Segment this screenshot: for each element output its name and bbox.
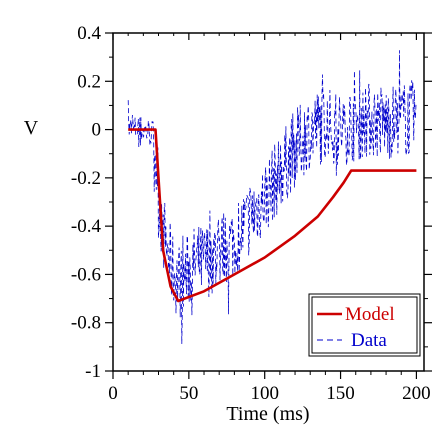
- x-tick-label: 100: [250, 383, 279, 404]
- y-tick-label: -0.2: [71, 168, 101, 189]
- x-tick-label: 150: [326, 383, 355, 404]
- y-tick-label: 0.4: [77, 23, 101, 44]
- y-tick-label: -0.4: [71, 216, 102, 237]
- series-layer: [127, 50, 417, 345]
- x-axis-label: Time (ms): [226, 403, 309, 425]
- y-tick-label: -0.6: [71, 264, 101, 285]
- series-data-line: [127, 50, 417, 345]
- legend-box-outer: [308, 293, 421, 357]
- y-tick-label: 0: [92, 120, 102, 141]
- legend-model-label: Model: [345, 304, 395, 325]
- x-tick-label: 50: [179, 383, 198, 404]
- y-tick-label: 0.2: [77, 71, 101, 92]
- ticks-group: [105, 32, 432, 379]
- legend-box-inner: [311, 296, 418, 354]
- x-tick-label: 200: [402, 383, 431, 404]
- series-model-line: [128, 128, 417, 303]
- tick-labels-group: 0 50 100 150 200 0.4 0.2 0 -0.2 -0.4 -0.6 -0.8 -1: [71, 23, 431, 404]
- legend: Model Data: [308, 293, 421, 357]
- y-tick-label: -1: [85, 361, 101, 382]
- y-axis-label: V: [24, 117, 39, 139]
- y-tick-label: -0.8: [71, 313, 101, 334]
- x-tick-label: 0: [108, 383, 118, 404]
- legend-data-label: Data: [351, 330, 387, 351]
